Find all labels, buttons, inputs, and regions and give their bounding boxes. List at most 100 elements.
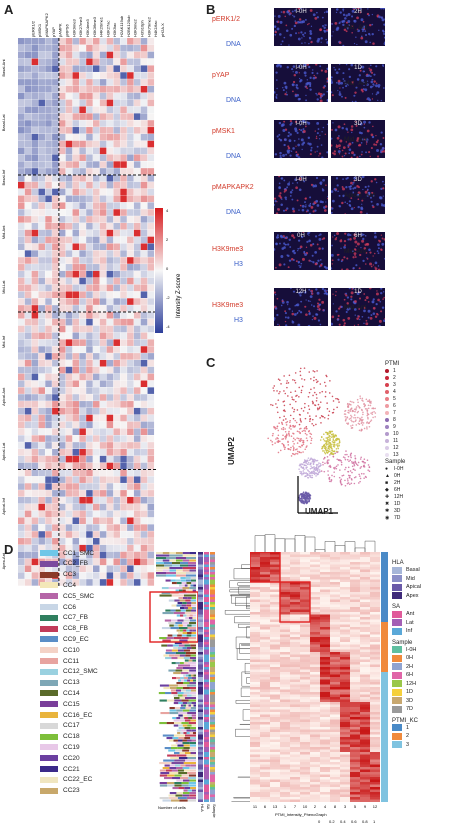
sample-strip-cell: [210, 767, 215, 770]
umap-point: [350, 482, 353, 485]
cell-count-bar: [188, 562, 196, 565]
umap-point: [315, 423, 317, 426]
umap-point: [295, 395, 297, 397]
umap-point: [303, 367, 306, 369]
heatmap-d-cell: [290, 794, 300, 797]
heatmap-d-cell: [300, 659, 310, 662]
hla-strip-cell: [198, 572, 203, 575]
umap-point: [281, 423, 284, 426]
heatmap-a-cell: [106, 106, 114, 114]
heatmap-d-cell: [360, 707, 370, 710]
hla-strip-cell: [198, 624, 203, 627]
heatmap-d-cell: [270, 659, 280, 662]
heatmap-a-cell: [127, 58, 134, 66]
heatmap-d-cell: [290, 562, 300, 565]
cell-count-bar: [178, 592, 188, 595]
heatmap-a-cell: [99, 264, 107, 271]
heatmap-a-cell: [93, 284, 100, 292]
heatmap-a-cell: [99, 147, 107, 155]
heatmap-a-cell: [140, 558, 148, 566]
sa-strip-cell: [204, 649, 209, 652]
sample-strip-cell: [210, 762, 215, 765]
heatmap-a-cell: [86, 517, 93, 525]
heatmap-d-cell: [350, 654, 360, 657]
heatmap-d-cell: [370, 672, 380, 675]
heatmap-d-cell: [250, 794, 260, 797]
sa-strip-cell: [204, 779, 209, 782]
heatmap-d-cell: [300, 764, 310, 767]
heatmap-d-cell: [340, 634, 350, 637]
panel-c-label: C: [206, 355, 216, 370]
heatmap-d-cell: [350, 787, 360, 790]
umap-point: [302, 439, 305, 442]
heatmap-a-cell: [18, 127, 25, 134]
cell-count-bar: [168, 739, 174, 742]
heatmap-a-cell: [52, 373, 59, 381]
cell-count-bar: [188, 672, 196, 675]
heatmap-d-cell: [300, 607, 310, 610]
umap-point: [304, 460, 307, 462]
heatmap-a-cell: [93, 127, 100, 134]
cell-count-bar: [191, 632, 196, 635]
cell-count-bar: [190, 674, 194, 677]
heatmap-a-cell: [52, 161, 59, 168]
umap-point: [275, 403, 277, 405]
heatmap-a-cell: [58, 387, 66, 394]
umap-point: [304, 501, 306, 504]
heatmap-a-cell: [52, 65, 59, 72]
heatmap-d-cell: [370, 707, 380, 710]
heatmap-a-cell: [127, 490, 134, 497]
umap-point: [284, 428, 286, 430]
heatmap-d-cell: [290, 697, 300, 700]
umap-point: [334, 452, 337, 455]
umap-point: [359, 458, 362, 460]
heatmap-d-cell: [340, 562, 350, 565]
heatmap-a-cell: [113, 291, 120, 298]
heatmap-d-cell: [290, 682, 300, 685]
legend-item: Mid: [392, 575, 421, 584]
heatmap-d-cell: [290, 787, 300, 790]
sample-strip-cell: [210, 789, 215, 792]
heatmap-a-cell: [133, 216, 141, 223]
heatmap-a-cell: [99, 401, 107, 408]
heatmap-d-cell: [260, 692, 270, 695]
heatmap-d-cell: [360, 772, 370, 775]
umap-point: [324, 395, 327, 398]
cell-count-bar: [186, 732, 190, 735]
umap-point: [273, 385, 276, 387]
heatmap-a-cell: [79, 339, 86, 346]
heatmap-a-cell: [65, 99, 73, 107]
umap-point: [335, 444, 337, 446]
heatmap-d-cell: [350, 657, 360, 660]
sa-strip-cell: [204, 682, 209, 685]
heatmap-a-cell: [18, 154, 25, 161]
heatmap-a-cell: [86, 455, 93, 463]
heatmap-a-cell: [127, 394, 134, 401]
legend-item: 3: [392, 741, 421, 750]
heatmap-a-cell: [106, 312, 114, 319]
cell-count-bar: [181, 699, 189, 702]
heatmap-a-cell: [65, 353, 73, 360]
sa-strip-cell: [204, 629, 209, 632]
heatmap-a-cell: [86, 318, 93, 326]
umap-point: [322, 438, 325, 440]
heatmap-a-cell: [106, 325, 114, 333]
umap-point: [290, 455, 293, 457]
heatmap-a-cell: [86, 394, 93, 401]
cell-count-bar: [174, 782, 182, 785]
heatmap-a-cell: [120, 572, 127, 579]
umap-point: [328, 441, 330, 444]
cell-count-bar: [182, 749, 190, 752]
cell-count-bar: [182, 567, 196, 570]
cell-count-bar: [185, 609, 191, 612]
heatmap-a-cell: [52, 44, 59, 52]
heatmap-d-cell: [340, 579, 350, 582]
heatmap-d-cell: [260, 787, 270, 790]
heatmap-a-cell: [147, 79, 155, 86]
heatmap-a-cell: [58, 106, 66, 114]
heatmap-d-cell: [370, 592, 380, 595]
heatmap-a-cell: [24, 531, 32, 538]
sample-strip-cell: [210, 707, 215, 710]
heatmap-a-cell: [58, 579, 66, 586]
heatmap-d-cell: [260, 592, 270, 595]
